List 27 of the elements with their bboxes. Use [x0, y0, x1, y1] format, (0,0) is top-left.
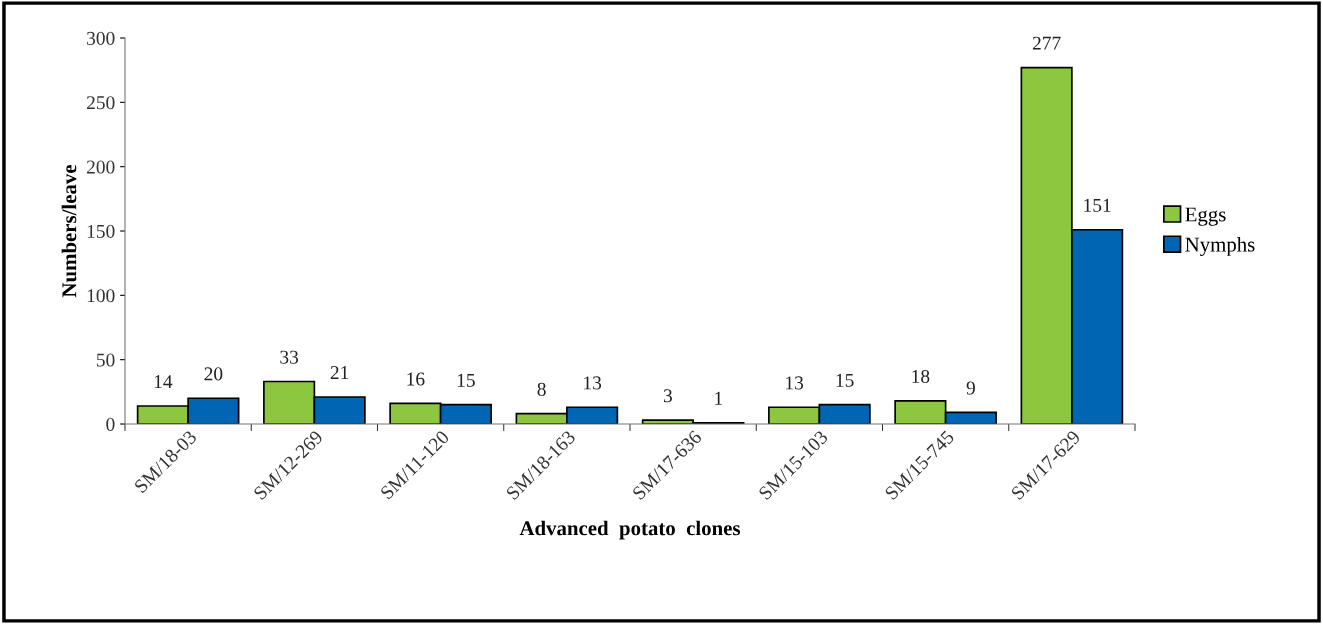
data-label: 13: [786, 376, 804, 390]
data-label: 151: [1084, 198, 1111, 212]
data-label: 13: [584, 376, 602, 390]
data-label: 14: [154, 375, 173, 388]
data-label: 3: [663, 389, 672, 403]
y-tick-label: 0: [106, 417, 115, 431]
data-label: 15: [836, 373, 854, 387]
legend-label: Nymphs: [1185, 236, 1255, 256]
data-label: 33: [280, 350, 299, 364]
data-label: 277: [1032, 36, 1061, 50]
x-axis-title: Advanced potato clones: [519, 520, 741, 540]
y-tick-label: 100: [87, 289, 115, 303]
y-tick-label: 250: [86, 96, 115, 110]
y-tick-label: 200: [86, 160, 115, 174]
data-label: 15: [457, 373, 475, 387]
data-label: 1: [715, 391, 723, 405]
legend-label: Eggs: [1185, 207, 1226, 226]
data-label: 16: [407, 372, 425, 386]
data-label: 21: [330, 366, 349, 379]
y-axis-title: Numbers/leave: [61, 165, 77, 298]
y-tick-label: 300: [87, 31, 115, 45]
y-tick-label: 50: [96, 353, 115, 367]
y-tick-label: 150: [87, 224, 115, 238]
data-label: 8: [537, 382, 546, 396]
data-label: 18: [912, 369, 930, 383]
data-label: 9: [966, 381, 975, 395]
data-label: 20: [204, 367, 223, 381]
